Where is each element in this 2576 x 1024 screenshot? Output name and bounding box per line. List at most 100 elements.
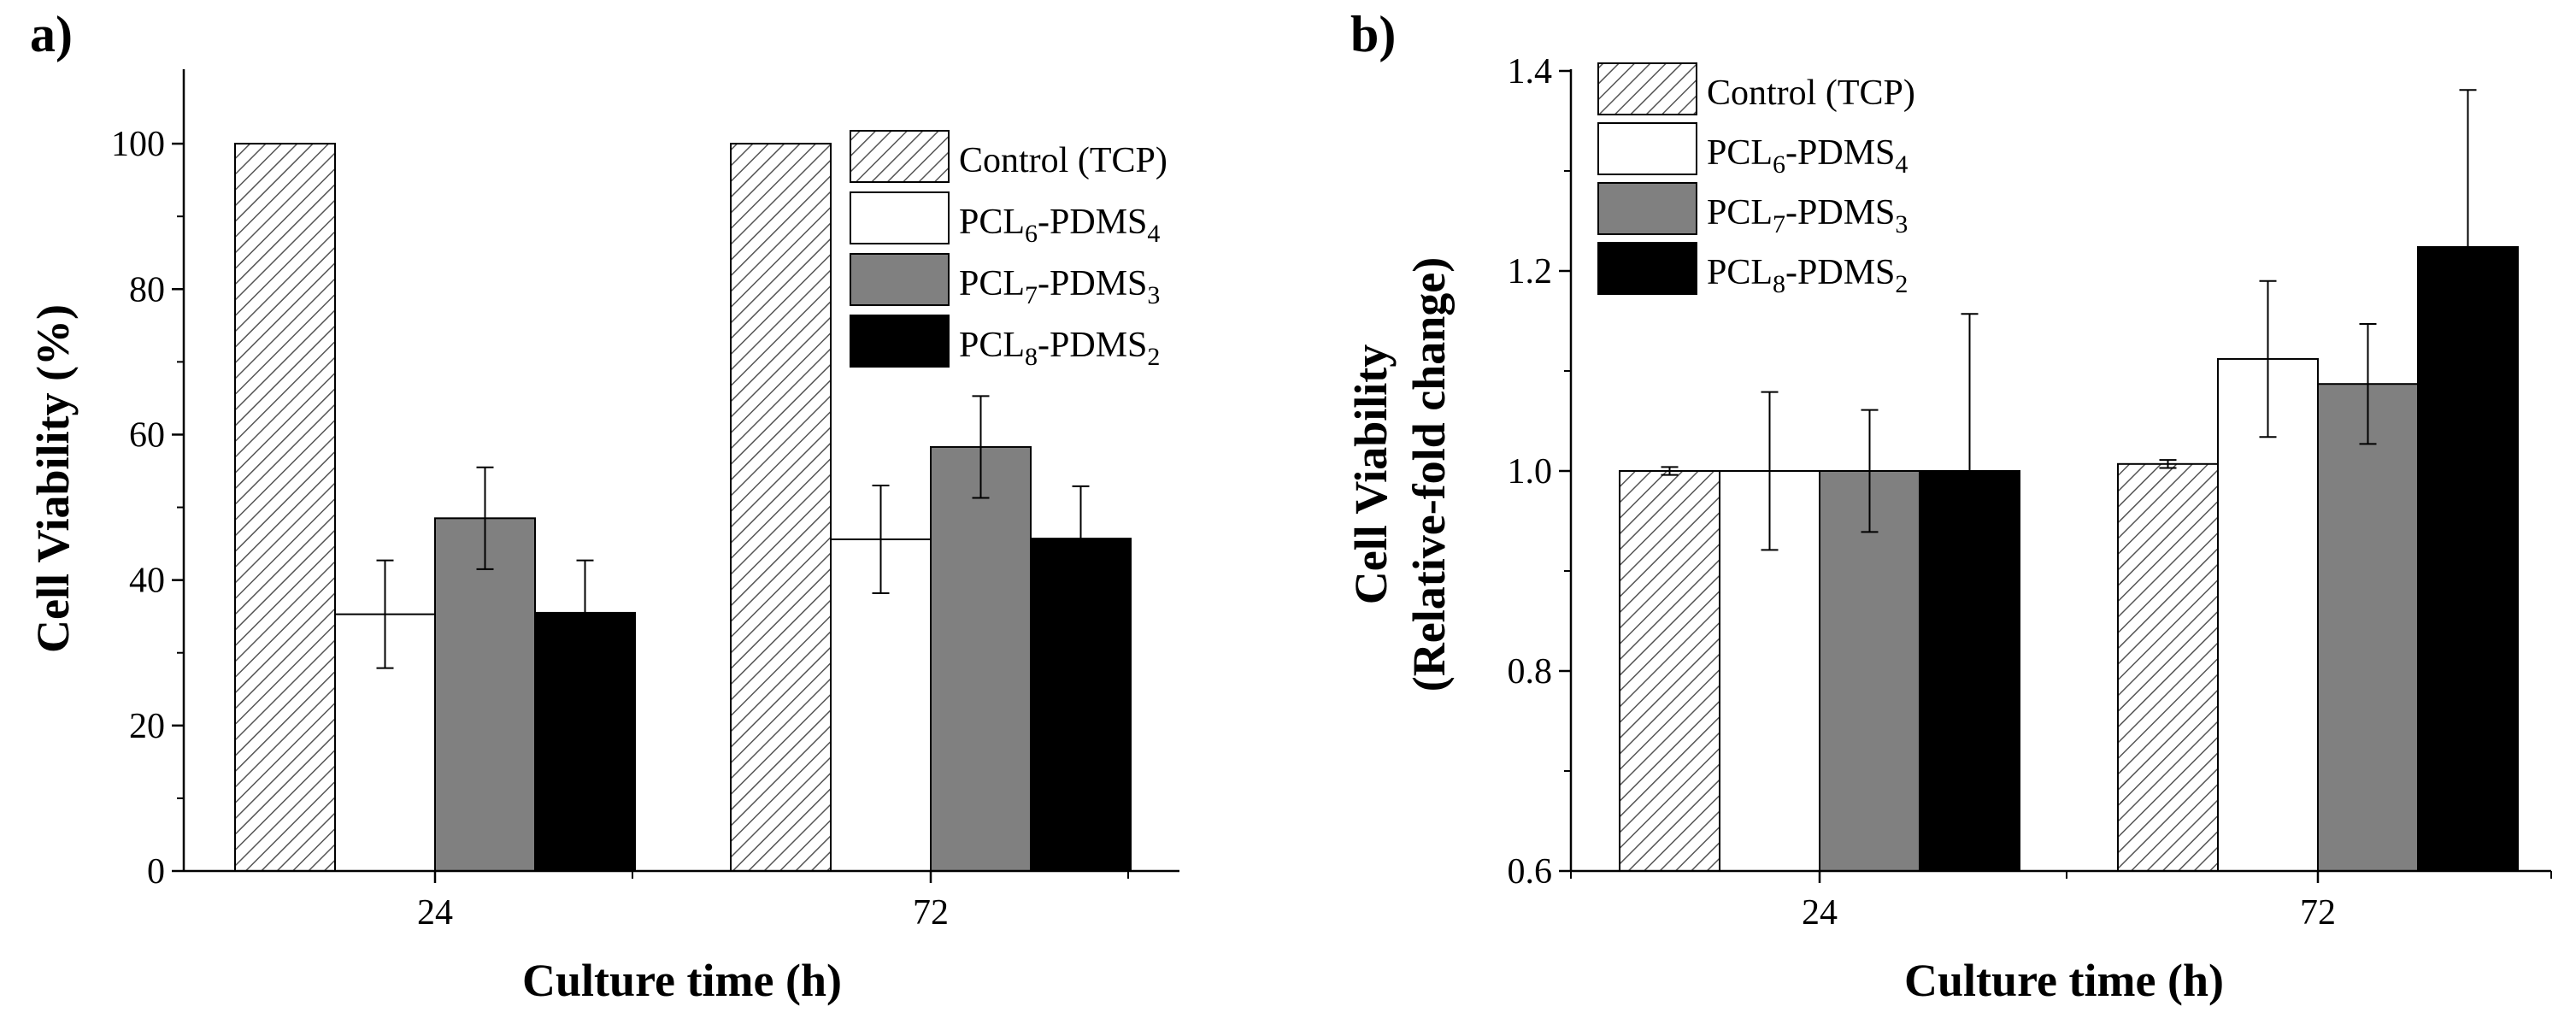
bar-pcl8-pdms2-72h bbox=[1030, 538, 1132, 872]
legend-label-subscript: 6 bbox=[1025, 220, 1038, 248]
legend-label: PCL7-PDMS3 bbox=[1707, 193, 1908, 238]
legend-label: Control (TCP) bbox=[1707, 74, 1915, 113]
panel-b-y-axis-title-line1: Cell Viability bbox=[1345, 344, 1397, 605]
error-bar-control-tcp-24h bbox=[1661, 466, 1679, 476]
legend-label-mid: -PDMS bbox=[1785, 253, 1895, 292]
legend-label-mid: -PDMS bbox=[1785, 193, 1895, 232]
legend-item-pcl6-pdms4: PCL6-PDMS4 bbox=[1597, 122, 1908, 179]
panel-b-label: b) bbox=[1350, 6, 1396, 62]
panel-a-bars bbox=[234, 143, 1132, 873]
legend-label-subscript: 4 bbox=[1147, 220, 1160, 248]
error-bar-pcl8-pdms2-72h bbox=[2459, 89, 2477, 405]
legend-swatch bbox=[1597, 62, 1697, 115]
error-bar-pcl7-pdms3-72h bbox=[972, 395, 990, 499]
legend-label-base: PCL bbox=[1707, 193, 1773, 232]
panel-a-label: a) bbox=[30, 6, 73, 62]
legend-label-base: PCL bbox=[959, 264, 1025, 303]
panel-a-x-axis-title: Culture time (h) bbox=[522, 955, 842, 1006]
y-tick-label: 100 bbox=[111, 125, 165, 164]
legend-label-subscript: 8 bbox=[1773, 270, 1785, 298]
legend-swatch bbox=[850, 315, 950, 368]
legend-swatch bbox=[850, 130, 950, 183]
legend-label: PCL8-PDMS2 bbox=[959, 326, 1160, 371]
error-bar-pcl6-pdms4-24h bbox=[376, 559, 394, 669]
legend-label-mid: -PDMS bbox=[1785, 133, 1895, 173]
panel-a-y-axis-title: Cell Viability (%) bbox=[27, 304, 79, 653]
legend-swatch bbox=[1597, 182, 1697, 235]
error-bar-pcl8-pdms2-72h bbox=[1072, 485, 1090, 592]
legend-label-base: PCL bbox=[1707, 253, 1773, 292]
legend-item-pcl7-pdms3: PCL7-PDMS3 bbox=[1597, 182, 1908, 238]
error-bar-pcl8-pdms2-24h bbox=[576, 559, 594, 667]
error-bar-pcl7-pdms3-24h bbox=[1861, 409, 1879, 533]
panel-a-error-bars bbox=[376, 395, 1090, 669]
y-tick-label: 80 bbox=[129, 270, 165, 309]
x-tick-label-24: 24 bbox=[1802, 893, 1838, 933]
legend-label: PCL6-PDMS4 bbox=[1707, 133, 1908, 179]
error-bar-pcl8-pdms2-24h bbox=[1961, 313, 1979, 629]
legend-label-subscript: 3 bbox=[1147, 281, 1160, 309]
legend-label-mid: -PDMS bbox=[1038, 264, 1147, 303]
legend-label-subscript: 3 bbox=[1895, 210, 1908, 238]
legend-label: PCL8-PDMS2 bbox=[1707, 253, 1908, 298]
legend-item-pcl7-pdms3: PCL7-PDMS3 bbox=[850, 253, 1160, 309]
legend-item-control-tcp: Control (TCP) bbox=[850, 130, 1167, 183]
legend-item-pcl8-pdms2: PCL8-PDMS2 bbox=[1597, 242, 1908, 298]
bar-pcl7-pdms3-72h bbox=[2317, 383, 2419, 872]
legend-label-subscript: 7 bbox=[1025, 281, 1038, 309]
panel-b-legend: Control (TCP)PCL6-PDMS4PCL7-PDMS3PCL8-PD… bbox=[1597, 62, 1915, 298]
x-tick-label-72: 72 bbox=[2300, 893, 2336, 933]
error-bar-pcl6-pdms4-72h bbox=[2259, 280, 2277, 438]
panel-b-error-bars bbox=[1661, 89, 2477, 629]
y-tick-label: 0.6 bbox=[1508, 852, 1553, 892]
error-bar-pcl7-pdms3-24h bbox=[476, 466, 494, 570]
legend-swatch bbox=[850, 191, 950, 244]
bar-pcl7-pdms3-24h bbox=[434, 517, 536, 872]
legend-label-mid: -PDMS bbox=[1038, 326, 1147, 365]
legend-label-base: PCL bbox=[1707, 133, 1773, 173]
error-bar-control-tcp-72h bbox=[2159, 459, 2177, 469]
y-tick-label: 0 bbox=[147, 852, 165, 892]
legend-label-mid: -PDMS bbox=[1038, 203, 1147, 242]
panel-b-x-axis-title: Culture time (h) bbox=[1904, 955, 2224, 1006]
error-bar-pcl6-pdms4-24h bbox=[1761, 391, 1779, 551]
bar-pcl7-pdms3-72h bbox=[930, 445, 1032, 872]
panel-b-bars bbox=[1619, 245, 2519, 873]
legend-swatch bbox=[850, 253, 950, 306]
legend-item-pcl8-pdms2: PCL8-PDMS2 bbox=[850, 315, 1160, 371]
legend-label-subscript: 6 bbox=[1773, 150, 1785, 179]
legend-item-pcl6-pdms4: PCL6-PDMS4 bbox=[850, 191, 1160, 248]
legend-swatch bbox=[1597, 122, 1697, 175]
y-tick-label: 0.8 bbox=[1508, 652, 1553, 691]
y-tick-label: 1.0 bbox=[1508, 452, 1553, 491]
x-tick-label-72: 72 bbox=[913, 893, 949, 933]
bar-pcl6-pdms4-72h bbox=[830, 538, 932, 873]
legend-label-subscript: 8 bbox=[1025, 343, 1038, 371]
legend-label-subscript: 2 bbox=[1147, 343, 1160, 371]
legend-label-subscript: 7 bbox=[1773, 210, 1785, 238]
panel-b-y-axis-title-line2: (Relative-fold change) bbox=[1403, 257, 1455, 691]
y-tick-label: 1.2 bbox=[1508, 252, 1553, 291]
legend-item-control-tcp: Control (TCP) bbox=[1597, 62, 1915, 115]
bar-control-tcp-24h bbox=[234, 143, 336, 873]
y-tick-label: 20 bbox=[129, 707, 165, 746]
legend-label: PCL7-PDMS3 bbox=[959, 264, 1160, 309]
legend-label-subscript: 2 bbox=[1895, 270, 1908, 298]
y-tick-label: 60 bbox=[129, 415, 165, 455]
panel-b-chart: b) 0.60.81.01.21.424 72 Control (TCP)PCL6… bbox=[1345, 6, 2552, 1006]
error-bar-pcl6-pdms4-72h bbox=[872, 485, 890, 594]
bar-control-tcp-24h bbox=[1619, 470, 1720, 872]
x-tick-label-24: 24 bbox=[417, 893, 453, 933]
legend-label-base: PCL bbox=[959, 203, 1025, 242]
legend-label: PCL6-PDMS4 bbox=[959, 203, 1160, 248]
legend-swatch bbox=[1597, 242, 1697, 295]
panel-b-axes: 0.60.81.01.21.424 72 bbox=[1508, 52, 2552, 933]
y-tick-label: 40 bbox=[129, 562, 165, 601]
bar-control-tcp-72h bbox=[2117, 462, 2219, 872]
legend-label-base: PCL bbox=[959, 326, 1025, 365]
error-bar-pcl7-pdms3-72h bbox=[2359, 323, 2377, 445]
bar-control-tcp-72h bbox=[730, 143, 832, 873]
